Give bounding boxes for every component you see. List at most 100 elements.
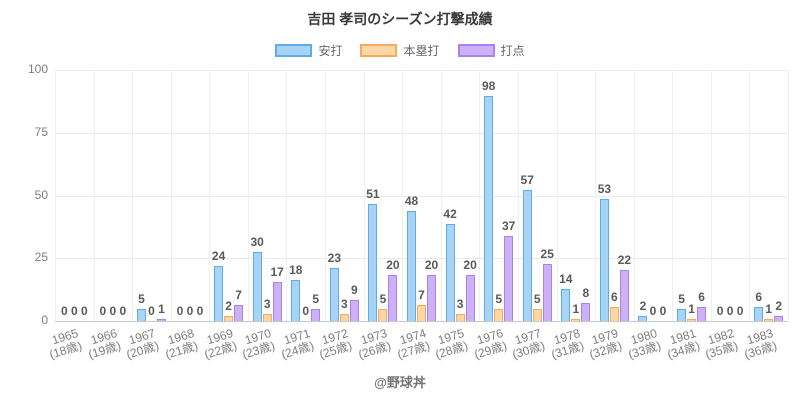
value-label-home-runs-1969: 2 [225,299,232,313]
value-label-rbi-1974: 20 [424,258,439,272]
bar-rbi-1967[interactable] [156,319,166,321]
bar-hits-1972[interactable] [329,268,339,321]
gridline-y-50 [55,195,788,197]
value-label-hits-1981: 5 [678,292,685,306]
value-label-hits-1974: 48 [404,194,419,208]
bar-rbi-1973[interactable] [388,275,398,321]
legend-swatch-home-runs-icon [360,44,398,57]
legend-item-home-runs[interactable]: 本塁打 [360,42,440,59]
value-label-hits-1971: 18 [289,263,303,277]
bar-hits-1973[interactable] [368,204,378,321]
value-label-hits-1965: 0 [60,304,68,318]
value-label-hits-1979: 53 [597,182,612,196]
bar-hits-1970[interactable] [252,252,262,321]
value-label-hits-1970: 30 [250,235,264,249]
value-label-hits-1978: 14 [559,272,573,286]
bar-hits-1981[interactable] [677,309,687,321]
gridline-x-3 [170,70,172,321]
value-label-rbi-1980: 0 [659,304,667,318]
value-label-rbi-1971: 5 [312,292,320,306]
value-label-rbi-1982: 0 [736,304,744,318]
bar-hits-1979[interactable] [599,199,609,321]
gridline-x-19 [788,70,789,321]
gridline-x-15 [633,70,635,321]
bar-hits-1967[interactable] [136,309,146,321]
value-label-hits-1980: 2 [639,299,647,313]
y-tick-75: 75 [34,124,48,139]
value-label-rbi-1970: 17 [270,265,284,279]
bar-hits-1969[interactable] [214,266,224,321]
bar-rbi-1974[interactable] [427,275,436,321]
value-label-hits-1982: 0 [716,304,724,318]
bar-hits-1974[interactable] [407,211,416,321]
gridline-y-25 [55,258,788,260]
bar-hits-1975[interactable] [445,224,455,321]
gridline-x-13 [556,70,558,321]
value-label-home-runs-1971: 0 [302,304,310,318]
bar-home-runs-1973[interactable] [378,309,388,321]
bar-rbi-1979[interactable] [619,270,629,321]
value-label-home-runs-1974: 7 [418,288,425,302]
bar-rbi-1971[interactable] [311,309,321,321]
value-label-home-runs-1966: 0 [109,304,117,318]
value-label-rbi-1979: 22 [617,253,632,267]
gridline-x-18 [749,70,751,321]
value-label-hits-1983: 6 [755,290,763,304]
bar-home-runs-1979[interactable] [609,307,619,321]
bar-home-runs-1983[interactable] [764,319,774,321]
gridline-x-16 [672,70,674,321]
legend-item-hits[interactable]: 安打 [275,42,342,59]
value-label-home-runs-1983: 1 [765,302,773,316]
bar-home-runs-1974[interactable] [417,305,426,321]
value-label-rbi-1983: 2 [775,299,783,313]
bar-rbi-1972[interactable] [349,300,359,321]
bar-hits-1971[interactable] [291,280,301,321]
bar-home-runs-1981[interactable] [687,319,697,321]
value-label-hits-1967: 5 [138,292,145,306]
bar-rbi-1978[interactable] [581,303,591,321]
bar-home-runs-1977[interactable] [532,309,542,321]
bar-rbi-1977[interactable] [542,264,552,321]
value-label-home-runs-1976: 5 [495,292,502,306]
bar-rbi-1983[interactable] [774,316,784,321]
value-label-rbi-1968: 0 [196,304,204,318]
legend-swatch-hits-icon [275,44,313,57]
bar-hits-1978[interactable] [561,289,571,321]
bar-hits-1977[interactable] [522,190,532,321]
value-label-home-runs-1972: 3 [340,297,348,311]
bar-home-runs-1975[interactable] [455,314,465,321]
bar-home-runs-1970[interactable] [262,314,272,321]
gridline-x-17 [710,70,712,321]
bar-hits-1980[interactable] [638,316,648,321]
bar-rbi-1976[interactable] [504,236,514,321]
gridline-y-0 [55,321,788,322]
chart-title: 吉田 孝司のシーズン打撃成績 [307,11,493,27]
value-label-rbi-1967: 1 [158,302,165,316]
bar-rbi-1970[interactable] [272,282,282,321]
gridline-x-2 [132,70,134,321]
bar-home-runs-1978[interactable] [571,319,581,321]
value-label-home-runs-1982: 0 [726,304,734,318]
bar-rbi-1981[interactable] [697,307,707,321]
y-tick-0: 0 [41,313,48,327]
value-label-rbi-1966: 0 [119,304,127,318]
bar-hits-1976[interactable] [484,96,494,321]
value-label-hits-1975: 42 [443,207,457,221]
bar-rbi-1975[interactable] [465,275,475,321]
bar-home-runs-1976[interactable] [494,309,504,321]
bar-home-runs-1969[interactable] [224,316,234,321]
value-label-hits-1968: 0 [176,304,184,318]
value-label-rbi-1965: 0 [80,304,88,318]
value-label-home-runs-1979: 6 [611,290,618,304]
bar-hits-1983[interactable] [754,307,764,321]
value-label-hits-1976: 98 [481,79,496,93]
bar-rbi-1969[interactable] [234,305,244,321]
bar-home-runs-1972[interactable] [339,314,349,321]
value-label-rbi-1969: 7 [235,288,242,302]
value-label-hits-1977: 57 [520,173,534,187]
gridline-x-12 [517,70,519,321]
gridline-x-11 [479,70,481,321]
value-label-home-runs-1967: 0 [148,304,155,318]
legend-item-rbi[interactable]: 打点 [457,42,525,59]
